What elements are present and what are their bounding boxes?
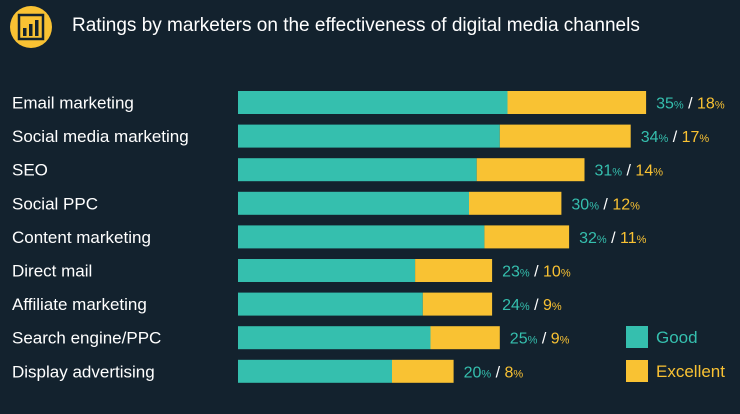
bar-segment-excellent <box>430 326 500 350</box>
legend-label-good: Good <box>656 328 698 347</box>
bar-segment-excellent <box>415 259 493 282</box>
value-label: 35% / 18% <box>656 96 725 113</box>
chart-header: Ratings by marketers on the effectivenes… <box>0 0 740 54</box>
value-label: 34% / 17% <box>641 129 710 146</box>
legend-swatch-excellent <box>626 360 648 382</box>
value-label: 20% / 8% <box>464 364 524 381</box>
bar-segment-good <box>238 259 416 282</box>
bar-chart-icon <box>10 6 52 48</box>
value-label: 25% / 9% <box>510 331 570 348</box>
value-label: 31% / 14% <box>595 163 664 180</box>
category-label: Email marketing <box>12 94 134 113</box>
bar-segment-excellent <box>422 292 493 316</box>
category-label: Social PPC <box>12 194 98 213</box>
legend-swatch-good <box>626 326 648 348</box>
chart-title: Ratings by marketers on the effectivenes… <box>72 15 640 36</box>
category-label: Display advertising <box>12 362 155 381</box>
bar-segment-excellent <box>392 359 454 383</box>
category-label: Social media marketing <box>12 127 189 146</box>
value-label: 32% / 11% <box>579 230 647 247</box>
category-label: Content marketing <box>12 228 151 247</box>
category-label: Direct mail <box>12 262 92 281</box>
value-label: 24% / 9% <box>502 297 562 314</box>
bar-segment-good <box>238 225 485 249</box>
bar-segment-good <box>238 292 423 316</box>
bar-segment-good <box>238 326 431 350</box>
bar-segment-good <box>238 158 477 182</box>
bar-segment-excellent <box>507 91 647 114</box>
bar-segment-excellent <box>499 124 631 148</box>
bar-segment-good <box>238 359 392 383</box>
legend-label-excellent: Excellent <box>656 362 725 381</box>
bar-segment-excellent <box>484 225 570 249</box>
bar-segment-good <box>238 124 500 148</box>
bar-segment-good <box>238 191 469 215</box>
category-label: Affiliate marketing <box>12 295 147 314</box>
bar-segment-excellent <box>476 158 585 182</box>
bar-segment-good <box>238 91 508 114</box>
bar-segment-excellent <box>469 191 562 215</box>
value-label: 23% / 10% <box>502 264 571 281</box>
category-label: SEO <box>12 161 48 180</box>
category-label: Search engine/PPC <box>12 329 161 348</box>
value-label: 30% / 12% <box>571 196 640 213</box>
